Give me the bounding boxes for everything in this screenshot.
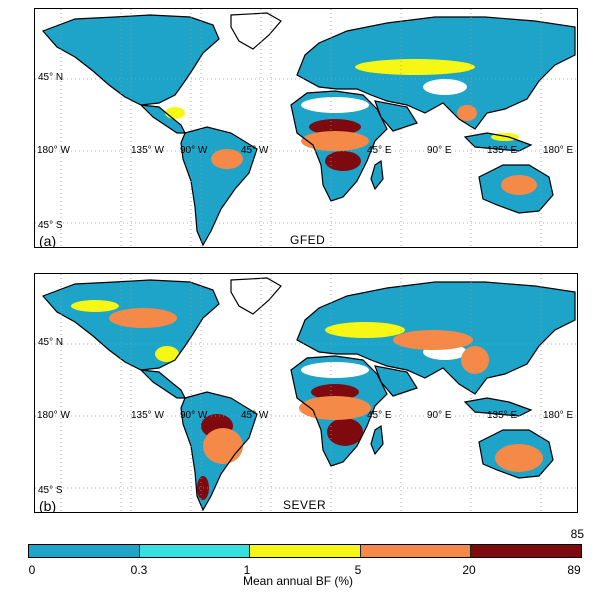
lon-label-90w: 90° W <box>180 410 208 421</box>
high-burn-hotspots <box>71 300 543 500</box>
coastline-south-america <box>180 391 258 512</box>
graticule <box>35 274 577 512</box>
colorbar-segment-5-20 <box>360 545 472 557</box>
lon-label-45e: 45° E <box>367 410 392 421</box>
coastline-australia <box>478 429 554 479</box>
colorbar-segment-1-5 <box>250 545 361 557</box>
panel-title-gfed: GFED <box>290 233 326 247</box>
burn-hotspot <box>457 105 477 121</box>
lat-label-45s: 45° S <box>38 220 63 231</box>
lon-label-90e: 90° E <box>427 410 452 421</box>
burn-hotspot <box>501 175 537 195</box>
colorbar-tick: 20 <box>462 563 476 577</box>
panel-title-sever: SEVER <box>283 498 327 512</box>
lon-label-180e: 180° E <box>543 145 574 156</box>
burn-hotspot <box>203 428 243 464</box>
burn-hotspot <box>165 107 185 119</box>
burned-fraction-layer <box>43 13 575 245</box>
landmass-central-america <box>141 370 185 398</box>
lon-label-180w: 180° W <box>37 145 70 156</box>
panel-letter-b: (b) <box>39 498 57 513</box>
coastline-africa <box>290 90 388 202</box>
landmass-arabia <box>375 101 417 131</box>
burn-hotspot <box>325 151 361 171</box>
lat-label-45n: 45° N <box>38 337 64 348</box>
colorbar-segment-0-03 <box>29 545 140 557</box>
burn-hotspot <box>301 131 369 151</box>
colorbar-max-label: 85 <box>570 527 584 541</box>
burn-hotspot <box>155 346 179 362</box>
colorbar-segment-03-1 <box>139 545 251 557</box>
coastline-australia <box>478 164 554 214</box>
coastline-north-america <box>41 279 220 371</box>
lon-label-90w: 90° W <box>180 145 208 156</box>
coastline-se-asia-islands <box>463 397 533 417</box>
world-map-gfed <box>35 9 577 247</box>
coastline-se-asia-islands <box>463 132 533 152</box>
no-data-region <box>301 97 369 113</box>
burn-hotspot <box>325 322 405 338</box>
colorbar <box>28 544 582 558</box>
world-map-sever <box>35 274 577 512</box>
lon-label-135e: 135° E <box>487 410 518 421</box>
burn-hotspot <box>309 119 361 135</box>
lon-label-180w: 180° W <box>37 410 70 421</box>
landmass-se-asia-islands <box>465 398 531 416</box>
landmass-central-america <box>141 105 185 133</box>
lat-label-45s: 45° S <box>38 485 63 496</box>
high-burn-hotspots <box>165 59 537 195</box>
colorbar-tick: 5 <box>354 563 362 577</box>
colorbar-tick: 1 <box>243 563 251 577</box>
lon-label-45w: 45° W <box>241 410 269 421</box>
coastline-arabia <box>374 100 418 132</box>
colorbar-segment-20-89 <box>471 545 581 557</box>
panel-letter-a: (a) <box>39 233 57 248</box>
lon-label-45e: 45° E <box>367 145 392 156</box>
burn-hotspot <box>109 308 177 328</box>
burn-hotspot <box>327 418 363 446</box>
burn-hotspot <box>355 59 475 75</box>
coastline-north-america <box>41 14 220 106</box>
burn-hotspot <box>71 300 119 312</box>
burn-hotspot <box>393 330 473 350</box>
graticule <box>35 9 577 247</box>
colorbar-tick: 0.3 <box>130 563 148 577</box>
burn-hotspot <box>461 346 489 374</box>
burn-hotspot <box>495 444 543 472</box>
burn-hotspot <box>299 396 371 420</box>
lon-label-135e: 135° E <box>487 145 518 156</box>
map-panel-gfed: 45° N 45° S 180° W 135° W 90° W 45° W 45… <box>34 8 578 248</box>
colorbar-tick: 0 <box>28 563 36 577</box>
coastline-madagascar <box>370 159 384 191</box>
lon-label-90e: 90° E <box>427 145 452 156</box>
no-data-region <box>423 79 467 95</box>
coastline-arabia <box>374 365 418 397</box>
lon-label-135w: 135° W <box>131 410 164 421</box>
landmass-greenland <box>231 13 281 49</box>
coastline-outlines <box>41 277 576 512</box>
lon-label-45w: 45° W <box>241 145 269 156</box>
coastline-africa <box>290 355 388 467</box>
colorbar-title: Mean annual BF (%) <box>242 574 354 588</box>
no-data-region <box>301 362 369 378</box>
landmass-se-asia-islands <box>465 133 531 151</box>
lat-label-45n: 45° N <box>38 72 64 83</box>
burn-hotspot <box>311 384 359 400</box>
burn-hotspot <box>211 149 243 169</box>
landmass-greenland <box>231 278 281 314</box>
landmass-north-america <box>43 15 219 105</box>
map-panel-sever: 45° N 45° S 180° W 135° W 90° W 45° W 45… <box>34 273 578 513</box>
colorbar-tick: 89 <box>567 563 581 577</box>
lon-label-135w: 135° W <box>131 145 164 156</box>
coastline-south-america <box>180 126 258 247</box>
coastline-madagascar <box>370 424 384 456</box>
coastline-europe-asia <box>296 281 576 395</box>
lon-label-180e: 180° E <box>543 410 574 421</box>
coastline-outlines <box>41 12 576 247</box>
landmass-arabia <box>375 366 417 396</box>
coastline-europe-asia <box>296 16 576 130</box>
